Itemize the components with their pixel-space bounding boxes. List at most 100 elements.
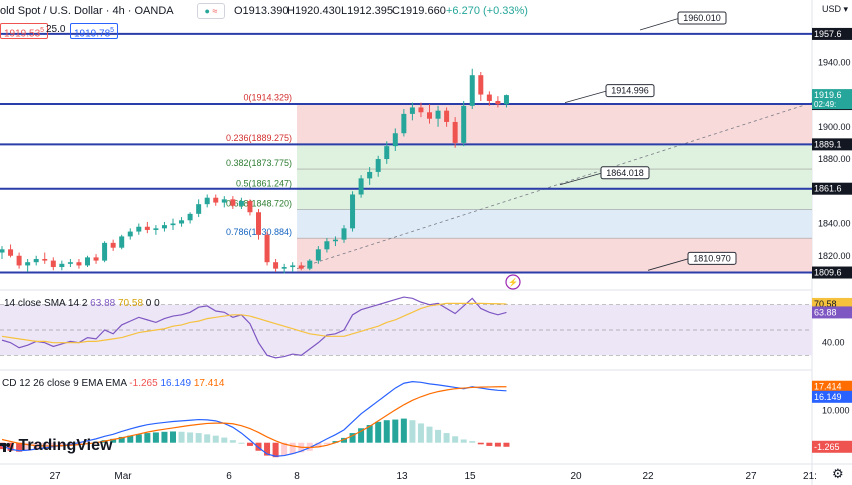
macd-histogram-bar [503, 442, 510, 447]
candle-body [444, 110, 450, 122]
candle-body [110, 242, 116, 248]
tradingview-icon [0, 440, 14, 452]
buy-price-suffix: 5 [110, 27, 115, 34]
ohlc-open: O1913.390 [234, 5, 289, 17]
candle-body [298, 265, 304, 269]
callout-box [677, 11, 727, 25]
macd-histogram-bar [204, 434, 211, 443]
candle-body [375, 159, 381, 172]
level-price-tag [812, 182, 852, 195]
fib-label: 0.236(1889.275) [226, 133, 292, 143]
rsi-legend[interactable]: 14 close SMA 14 2 63.88 70.58 0 0 [4, 298, 160, 309]
candle-body [230, 199, 236, 206]
wave-icon: ≈ [209, 6, 218, 16]
macd-histogram-bar [281, 442, 288, 456]
candle-body [67, 262, 73, 264]
candle-body [315, 249, 321, 261]
macd-histogram-bar [127, 435, 134, 443]
candle-body [50, 260, 56, 268]
macd-histogram-bar [272, 442, 279, 458]
time-tick-label: 15 [464, 471, 476, 482]
macd-histogram-bar [152, 432, 159, 443]
candle-body [59, 263, 65, 268]
candle-body [273, 262, 279, 269]
candle-body [247, 200, 253, 213]
candle-body [341, 228, 347, 240]
ohlc-low: L1912.395 [341, 5, 393, 17]
macd-histogram-bar [229, 440, 236, 443]
macd-histogram-bar [332, 441, 339, 443]
macd-histogram-bar [50, 442, 57, 448]
data-window-toggle[interactable]: ● ≈ [197, 3, 225, 19]
sell-price: 1919.53 [4, 28, 41, 40]
macd-histogram-bar [178, 431, 185, 443]
level-price-text: 1889.1 [814, 139, 842, 149]
sell-button[interactable]: 1919.535 [0, 23, 49, 40]
lightning-glyph: ⚡ [508, 277, 518, 287]
candle-body [127, 231, 133, 237]
macd-legend[interactable]: CD 12 26 close 9 EMA EMA -1.265 16.149 1… [2, 378, 224, 389]
macd-legend-label: CD 12 26 close 9 EMA EMA [2, 378, 127, 389]
time-tick-label: 6 [226, 471, 232, 482]
rsi-tag [812, 306, 852, 319]
macd-histogram-bar [400, 418, 407, 443]
level-price-text: 1861.6 [814, 184, 842, 194]
fib-zone [297, 189, 812, 210]
fib-zone [297, 169, 812, 190]
macd-legend-signal: 17.414 [193, 378, 225, 389]
rsi-tick-label: 40.00 [822, 338, 845, 348]
candle-body [290, 265, 296, 268]
candle-body [144, 226, 150, 230]
chevron-down-icon: ▾ [843, 4, 849, 14]
time-tick-label: 27 [49, 471, 61, 482]
callout-box [687, 251, 737, 265]
fib-zone [297, 103, 812, 145]
fib-label: 0(1914.329) [243, 93, 292, 103]
level-price-tag [812, 138, 852, 151]
candle-body [187, 213, 193, 221]
macd-histogram-bar [24, 442, 31, 451]
macd-histogram-bar [469, 441, 476, 443]
candle-body [358, 178, 364, 195]
alert-lightning-icon [505, 274, 521, 290]
macd-legend-hist: -1.265 [129, 378, 158, 389]
currency-selector[interactable]: USD ▾ [822, 4, 848, 15]
macd-tick-label: -1.265 [814, 442, 840, 452]
sell-price-suffix: 5 [40, 27, 45, 34]
macd-histogram-bar [246, 442, 253, 446]
macd-histogram-bar [187, 432, 194, 443]
level-price-tag [812, 27, 852, 40]
price-tick-label: 1900.00 [818, 122, 851, 132]
macd-histogram-bar [417, 423, 424, 443]
time-tick-label: 20 [570, 471, 582, 482]
macd-histogram-bar [443, 433, 450, 443]
macd-tick-label: 10.000 [822, 406, 850, 416]
countdown-text: 02:49: [814, 100, 836, 109]
settings-gear-icon[interactable]: ⚙ [832, 466, 844, 481]
currency-label: USD [822, 4, 842, 14]
candle-body [76, 262, 82, 266]
macd-histogram-bar [452, 436, 459, 443]
macd-histogram-bar [375, 421, 382, 443]
macd-tick-label: 16.149 [814, 392, 842, 402]
macd-tick-label: 17.414 [814, 382, 842, 392]
candle-body [170, 223, 176, 226]
candle-body [307, 260, 313, 269]
callout-pointer [559, 172, 604, 186]
level-price-tag [812, 266, 852, 279]
price-tick-label: 1840.00 [818, 219, 851, 229]
buy-button[interactable]: 1919.785 [70, 23, 119, 39]
macd-line [1, 381, 507, 457]
price-tick-label: 1940.00 [818, 57, 851, 67]
candle-body [179, 220, 185, 224]
symbol-title[interactable]: old Spot / U.S. Dollar · 4h · OANDA [0, 5, 174, 17]
candle-body [221, 199, 227, 203]
candle-body [136, 226, 142, 232]
macd-histogram-bar [323, 442, 330, 445]
tradingview-logo[interactable]: TradingView [0, 437, 112, 459]
fib-zone [297, 144, 812, 170]
macd-histogram-bar [383, 420, 390, 443]
macd-histogram-bar [264, 442, 271, 456]
macd-histogram-bar [477, 442, 484, 445]
